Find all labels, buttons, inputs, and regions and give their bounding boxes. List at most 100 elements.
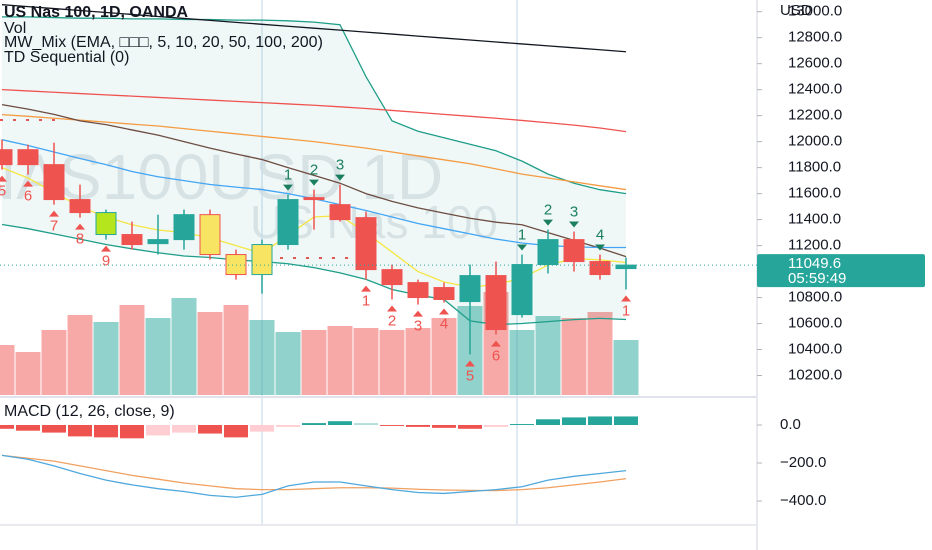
candle-body [485, 275, 507, 331]
td-count: 1 [284, 167, 292, 184]
candle-body [511, 264, 533, 316]
candle-body [95, 212, 117, 236]
y-tick-label: 0.0 [780, 416, 801, 433]
candle-body [0, 149, 13, 166]
macd-bar [614, 416, 638, 425]
y-tick-label: −200.0 [780, 454, 826, 471]
volume-bar [327, 326, 353, 395]
td-arrow [361, 285, 371, 292]
td-arrow [335, 174, 345, 181]
td-count: 7 [50, 218, 58, 235]
candle-body [173, 214, 195, 241]
td-count: 9 [102, 253, 110, 270]
td-arrow [283, 184, 293, 191]
volume-legend: Vol [4, 20, 26, 37]
y-tick-label: 10400.0 [788, 340, 842, 357]
macd-bar [42, 424, 66, 433]
y-tick-label: 10800.0 [788, 289, 842, 306]
td-arrow [491, 340, 501, 347]
y-tick-label: 11600.0 [788, 185, 841, 202]
y-tick-label: 13000.0 [788, 3, 842, 20]
macd-bar [458, 424, 482, 429]
td-count: 5 [0, 183, 6, 200]
td-count: 2 [310, 162, 318, 179]
ma-line [1, 89, 627, 133]
volume-bar [41, 330, 67, 395]
volume-bar [535, 316, 561, 395]
candle-body [43, 164, 65, 201]
td-arrow [101, 245, 111, 252]
td-count: 2 [544, 202, 552, 219]
macd-legend: MACD (12, 26, close, 9) [4, 403, 175, 420]
td-arrow [439, 308, 449, 315]
y-tick-label: 10200.0 [788, 366, 842, 383]
volume-bar [93, 322, 119, 395]
volume-bar [275, 332, 301, 395]
candle-body [303, 197, 325, 201]
candle-body [199, 214, 221, 256]
macd-bar [484, 424, 508, 427]
td-arrow [387, 305, 397, 312]
y-tick-label: −400.0 [780, 492, 826, 509]
last-price-label: 11049.6 [788, 255, 841, 272]
td-arrow [569, 221, 579, 228]
band-upper [2, 16, 627, 195]
macd-bar [432, 424, 456, 428]
y-tick-label: 12600.0 [788, 55, 842, 72]
macd-bar [146, 424, 170, 436]
macd-bar [406, 424, 430, 427]
td-arrow [23, 180, 33, 187]
candle-body [381, 269, 403, 286]
macd-bar [380, 424, 404, 426]
y-tick-label: 11400.0 [788, 211, 841, 228]
volume-bar [301, 330, 327, 395]
macd-bar [510, 424, 534, 425]
volume-bar [405, 328, 431, 395]
td-arrow [543, 219, 553, 226]
macd-bar [562, 417, 586, 425]
td-count: 3 [336, 157, 344, 174]
y-tick-label: 11800.0 [788, 159, 841, 176]
td-arrow [75, 223, 85, 230]
volume-bar [561, 318, 587, 395]
td-count: 4 [596, 227, 604, 244]
td-arrow [517, 244, 527, 251]
td-arrow [0, 175, 7, 182]
candle-body [459, 275, 481, 303]
y-tick-label: 10600.0 [788, 315, 842, 332]
td-count: 3 [414, 318, 422, 335]
plot-area: NAS100USD 1D US Nas 100 19Oct17567891234… [0, 0, 639, 525]
volume-bar [249, 320, 275, 395]
candle-body [407, 282, 429, 299]
macd-bar [172, 424, 196, 433]
candle-body [251, 244, 273, 276]
macd-bar [68, 424, 92, 437]
ma-line [1, 113, 627, 191]
td-arrow [49, 210, 59, 217]
td-count: 4 [440, 315, 448, 332]
last-price-tag [757, 254, 925, 288]
y-tick-label: 12400.0 [788, 81, 842, 98]
volume-bar [171, 298, 197, 395]
candle-body [433, 287, 455, 300]
td-legend: TD Sequential (0) [4, 49, 129, 66]
volume-bar [353, 328, 379, 395]
td-arrow [465, 360, 475, 367]
td-count: 5 [466, 367, 474, 384]
ma-legend: MW_Mix (EMA, □□□, 5, 10, 20, 50, 100, 20… [4, 34, 323, 51]
macd-bar [198, 424, 222, 434]
volume-bar [15, 352, 41, 395]
td-count: 6 [492, 348, 500, 365]
y-tick-label: 11200.0 [788, 237, 841, 254]
ma-line [1, 4, 627, 53]
countdown-label: 05:59:49 [788, 270, 846, 287]
currency-label: USD [780, 2, 812, 19]
volume-bar [223, 305, 249, 395]
candle-body [121, 234, 143, 246]
candle-body [329, 204, 351, 221]
macd-bar [16, 424, 40, 431]
y-tick-label: 12000.0 [788, 133, 842, 150]
td-arrow [413, 310, 423, 317]
candle-body [355, 217, 377, 271]
td-count: 8 [76, 231, 84, 248]
